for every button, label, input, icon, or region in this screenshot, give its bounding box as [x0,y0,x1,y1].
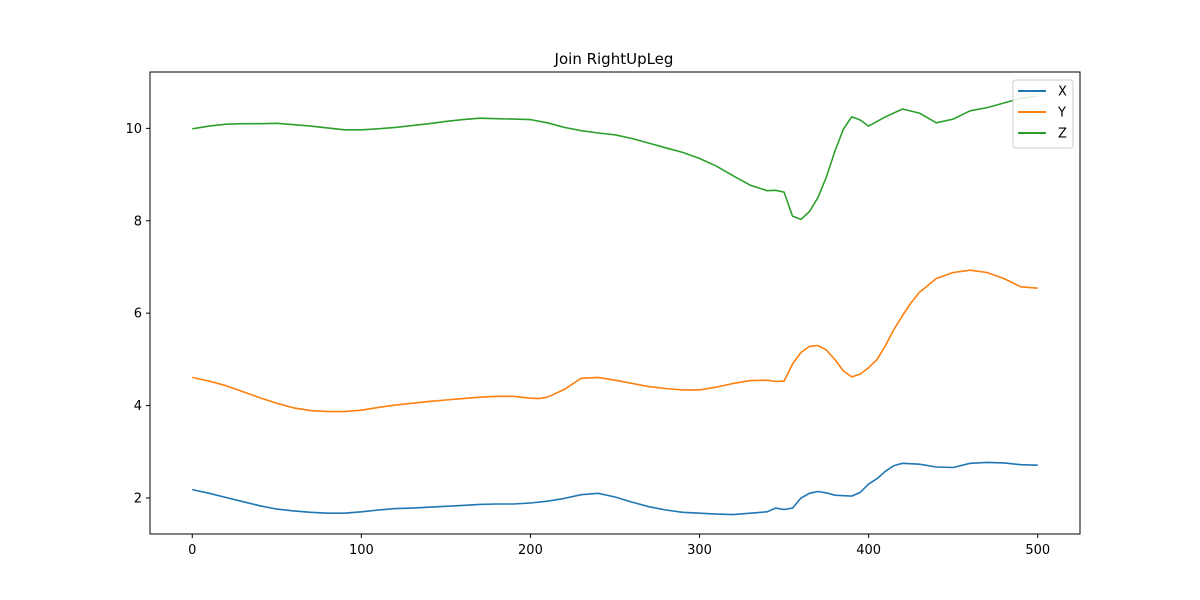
series-lines [192,95,1038,516]
plot-frame [149,71,1081,535]
x-tick-label: 100 [349,543,374,558]
legend: XYZ [1012,79,1074,149]
series-line-z [192,95,1038,221]
x-tick-label: 500 [1025,543,1050,558]
x-tick-label: 300 [687,543,712,558]
x-tick-label: 200 [518,543,543,558]
y-tick-label: 10 [125,122,142,137]
y-tick-label: 2 [134,491,142,506]
y-axis: 2 4 6 8 10 [125,122,150,506]
series-line-y [192,269,1038,413]
x-axis: 0 100 200 300 400 500 [188,534,1050,558]
x-tick-label: 0 [188,543,196,558]
legend-label-z: Z [1058,127,1067,142]
x-tick-label: 400 [856,543,881,558]
legend-label-x: X [1058,85,1067,100]
legend-label-y: Y [1057,106,1066,121]
y-tick-label: 4 [134,399,142,414]
y-tick-label: 6 [134,307,142,322]
y-tick-label: 8 [134,214,142,229]
legend-box [1012,79,1074,149]
series-line-x [192,461,1038,516]
chart-title: Join RightUpLeg [554,50,674,68]
